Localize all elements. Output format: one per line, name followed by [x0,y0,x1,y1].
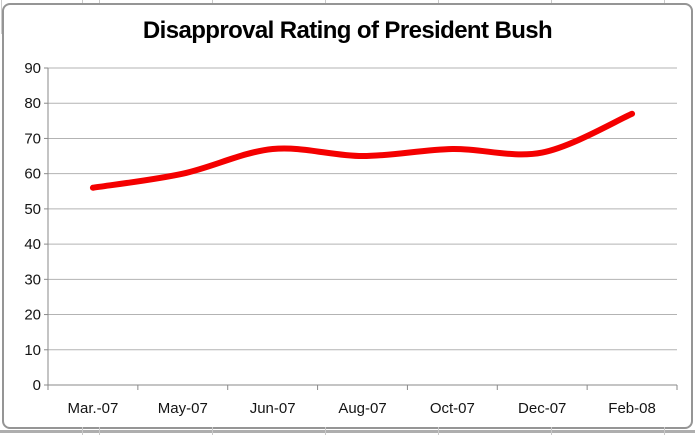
y-tick-label: 80 [24,95,41,112]
chart-frame[interactable] [2,3,693,429]
sheet-column-gridlines-bottom [0,427,695,435]
y-tick-label: 20 [24,307,41,324]
x-tick-label: May-07 [158,400,208,417]
data-series-line [89,110,636,191]
y-tick-label: 10 [24,342,41,359]
chart-title: Disapproval Rating of President Bush [142,17,553,44]
y-tick-label: 50 [24,201,41,218]
sheet-column-gridlines-top [0,0,695,3]
x-tick-label: Jun-07 [250,400,296,417]
y-tick-label: 0 [33,377,41,394]
y-tick-label: 90 [24,60,41,77]
y-tick-label: 40 [24,236,41,253]
x-tick-label: Oct-07 [430,400,475,417]
x-tick-label: Mar.-07 [67,400,118,417]
x-tick-label: Aug-07 [338,400,386,417]
y-tick-label: 30 [24,271,41,288]
x-tick-label: Dec-07 [518,400,566,417]
y-tick-label: 70 [24,130,41,147]
x-tick-label: Feb-08 [608,400,656,417]
y-tick-label: 60 [24,166,41,183]
sheet-column-gridline-left [1,0,2,34]
